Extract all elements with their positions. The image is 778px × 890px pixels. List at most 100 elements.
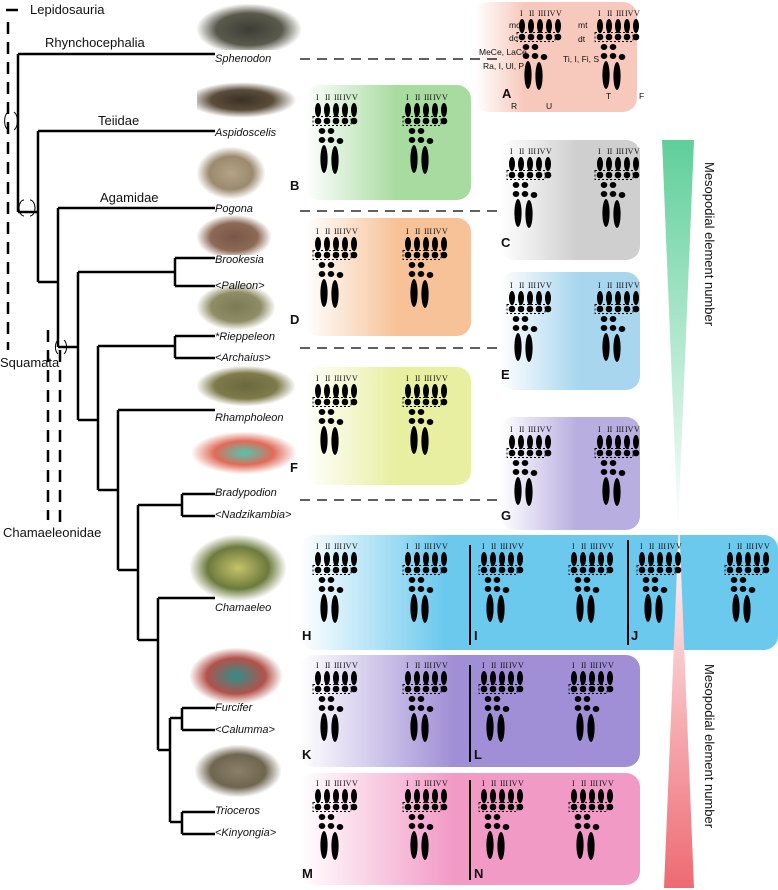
panel-m-hind-long-bone bbox=[421, 832, 429, 860]
panel-c-hind-digit-3: III bbox=[616, 147, 624, 156]
panel-g-fore-long-bone bbox=[514, 477, 522, 505]
panel-n-hind-central bbox=[583, 814, 591, 820]
panel-h-fore-proximal bbox=[318, 586, 326, 592]
clade-agamidae: Agamidae bbox=[100, 190, 159, 205]
clade-teiidae: Teiidae bbox=[98, 113, 140, 128]
panel-letter-l: L bbox=[474, 747, 482, 762]
panel-c-hind-digit-4: IV bbox=[625, 147, 634, 156]
panel-m-hind-distal bbox=[422, 803, 430, 811]
panel-d-hind-box bbox=[402, 250, 442, 260]
panel-d-hind-digit-5: V bbox=[442, 227, 448, 236]
panel-a-hind-distal bbox=[614, 33, 622, 41]
panel-b-hind-metapodial bbox=[423, 103, 429, 117]
panel-f-hind-metapodial bbox=[414, 384, 420, 398]
panel-j-fore-distal bbox=[665, 566, 673, 574]
panel-k-hind-central bbox=[408, 696, 416, 702]
panel-h-hind-digit-1: I bbox=[406, 542, 409, 551]
panel-m-fore-long-bone bbox=[320, 831, 328, 859]
panel-d-fore-long-bone bbox=[320, 279, 328, 307]
panel-b-hind-central bbox=[417, 128, 425, 134]
panel-l-hind-metapodial bbox=[571, 671, 577, 685]
panel-a-hind-distal bbox=[623, 33, 631, 41]
panel-j-hind-box bbox=[724, 565, 764, 575]
panel-l-fore-long-bone bbox=[497, 714, 505, 742]
panel-i-fore-metapodial bbox=[508, 552, 514, 566]
panel-b-fore-central bbox=[318, 128, 326, 134]
panel-l-fore-proximal bbox=[484, 705, 492, 711]
panel-m-hind-central bbox=[417, 814, 425, 820]
panel-n-hind-distal bbox=[606, 803, 614, 811]
panel-j-fore-long-bone bbox=[655, 595, 663, 623]
panel-k-fore-digit-3: III bbox=[334, 661, 342, 670]
panel-b-hind-box bbox=[402, 116, 442, 126]
panel-d-fore-central bbox=[318, 262, 326, 268]
legend-mece-lace: MeCe, LaCe bbox=[479, 47, 527, 57]
taxon-trioceros: Trioceros bbox=[215, 805, 261, 817]
panel-k-hind-digit-1: I bbox=[406, 661, 409, 670]
panel-h-fore-long-bone bbox=[320, 594, 328, 622]
panel-b-hind-distal bbox=[422, 117, 430, 125]
taxon-kinyongia: <Kinyongia> bbox=[215, 827, 277, 839]
panel-letter-f: F bbox=[290, 460, 298, 475]
panel-l-fore-central bbox=[493, 696, 501, 702]
panel-n-fore-distal bbox=[516, 803, 524, 811]
panel-l-fore-digit-1: I bbox=[482, 661, 485, 670]
panel-d-fore-digit-4: IV bbox=[343, 227, 352, 236]
panel-l-fore-digit-5: V bbox=[518, 661, 524, 670]
panel-d-hind-central bbox=[408, 262, 416, 268]
panel-h-hind-distal bbox=[440, 566, 448, 574]
panel-f-hind-long-bone bbox=[410, 426, 418, 454]
panel-h-hind-distal bbox=[413, 566, 421, 574]
aspidoscelis-photo bbox=[197, 82, 297, 118]
panel-m-fore-digit-1: I bbox=[316, 779, 319, 788]
panel-a-hind-digit-2: II bbox=[607, 9, 613, 18]
panel-m-hind-metapodial bbox=[432, 789, 438, 803]
panel-j-fore-box bbox=[636, 565, 676, 575]
panel-l-fore-distal bbox=[516, 685, 524, 693]
panel-l-fore-central bbox=[484, 696, 492, 702]
panel-k-hind-digit-5: V bbox=[442, 661, 448, 670]
panel-j-fore-digit-3: III bbox=[658, 542, 666, 551]
panel-a-hind-digit-3: III bbox=[616, 9, 624, 18]
panel-d-hind-proximal bbox=[426, 272, 434, 278]
panel-c-fore-long-bone bbox=[514, 199, 522, 227]
panel-i-hind-proximal bbox=[592, 587, 600, 593]
panel-g-hind-central bbox=[600, 460, 608, 466]
panel-f-fore-central bbox=[327, 409, 335, 415]
panel-d-hind-digit-2: II bbox=[415, 227, 421, 236]
panel-c-fore-digit-4: IV bbox=[537, 147, 546, 156]
panel-c-hind-distal bbox=[605, 171, 613, 179]
panel-n-fore-metapodial bbox=[490, 789, 496, 803]
panel-c-fore-proximal bbox=[512, 191, 520, 197]
panel-l-hind-distal bbox=[597, 685, 605, 693]
panel-e-hind-digit-4: IV bbox=[625, 281, 634, 290]
axis-label-bottom: Mesopodial element number bbox=[702, 664, 717, 829]
panel-k-fore-proximal bbox=[336, 706, 344, 712]
panel-i-fore-central bbox=[493, 577, 501, 583]
panel-k-hind-digit-4: IV bbox=[433, 661, 442, 670]
panel-d-hind-long-bone bbox=[410, 279, 418, 307]
panel-f-hind-digit-5: V bbox=[442, 374, 448, 383]
panel-k-hind-distal bbox=[422, 685, 430, 693]
panel-letter-n: N bbox=[474, 866, 484, 881]
panel-g-fore-metapodial bbox=[545, 435, 551, 449]
panel-d-hind-metapodial bbox=[414, 237, 420, 251]
panel-k-fore-digit-5: V bbox=[352, 661, 358, 670]
panel-i-fore-distal bbox=[480, 566, 488, 574]
panel-a-hind-metapodial bbox=[606, 19, 612, 33]
panel-n-hind-digit-5: V bbox=[608, 779, 614, 788]
panel-e-hind-digit-3: III bbox=[616, 281, 624, 290]
panel-g-hind-long-bone bbox=[602, 477, 610, 505]
panel-f-hind-central bbox=[417, 409, 425, 415]
panel-h-hind-distal bbox=[431, 566, 439, 574]
panel-g-hind-central bbox=[609, 460, 617, 466]
panel-m-fore-distal bbox=[323, 803, 331, 811]
panel-c-fore-metapodial bbox=[536, 157, 542, 171]
panel-j-fore-digit-5: V bbox=[676, 542, 682, 551]
panel-f-hind-box bbox=[402, 397, 442, 407]
taxon-rhampholeon: Rhampholeon bbox=[215, 412, 284, 424]
panel-f-fore-digit-4: IV bbox=[343, 374, 352, 383]
panel-hij-bg bbox=[300, 535, 778, 650]
panel-i-fore-digit-4: IV bbox=[509, 542, 518, 551]
panel-c-hind-distal bbox=[632, 171, 640, 179]
